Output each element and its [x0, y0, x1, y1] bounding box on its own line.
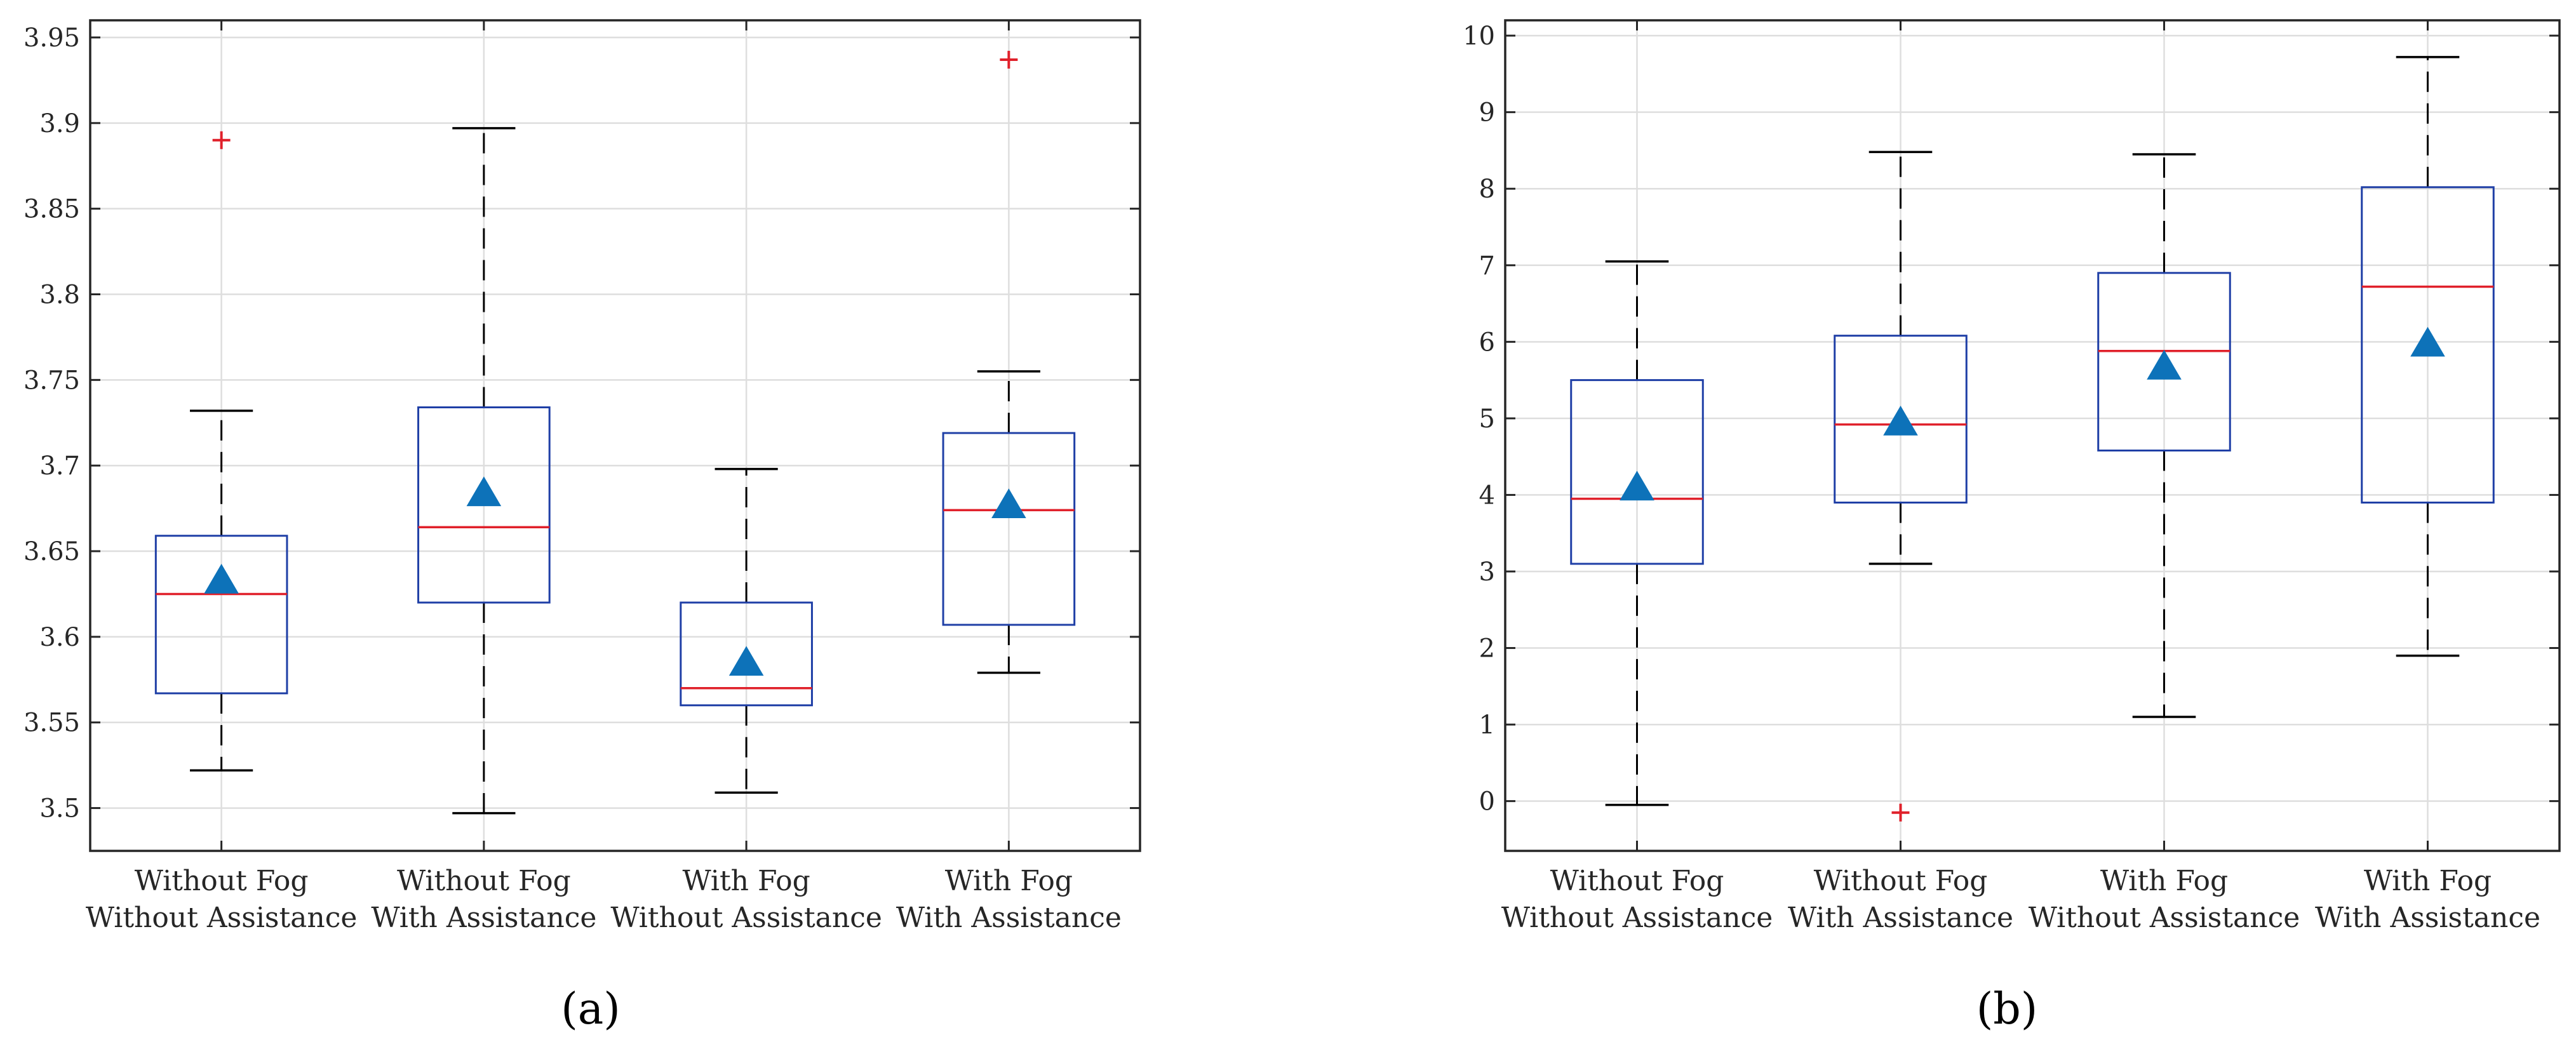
box-group — [942, 51, 1076, 674]
box-group — [2361, 56, 2495, 657]
y-tick-label: 0 — [1479, 787, 1495, 817]
iqr-box — [154, 535, 288, 695]
y-tick-label: 3.95 — [23, 23, 80, 53]
y-tick-label: 3.65 — [23, 537, 80, 566]
iqr-box — [2097, 272, 2231, 452]
mean-marker — [728, 646, 764, 676]
axes-frame — [89, 19, 1141, 852]
x-tick-label: With Fog — [945, 865, 1073, 897]
box-group — [1570, 260, 1704, 806]
x-tick-label: Without Fog — [1814, 865, 1988, 897]
iqr-box — [2361, 186, 2495, 504]
y-tick-label: 3.5 — [39, 794, 80, 824]
mean-marker — [1883, 405, 1918, 436]
x-tick-label: With Fog — [2364, 865, 2492, 897]
mean-marker — [2147, 349, 2182, 380]
iqr-box — [680, 601, 813, 707]
y-tick-label: 10 — [1463, 22, 1495, 51]
box-group — [680, 467, 813, 794]
y-tick-label: 3.8 — [39, 281, 80, 310]
y-tick-label: 3.75 — [23, 366, 80, 395]
axes-frame — [1504, 19, 2561, 852]
box-group — [154, 131, 288, 771]
box-group — [417, 127, 551, 815]
panel-label: (b) — [1976, 984, 2038, 1034]
y-tick-label: 8 — [1479, 175, 1495, 204]
y-tick-label: 7 — [1479, 251, 1495, 281]
x-tick-label: Without Fog — [135, 865, 309, 897]
panel-label: (a) — [561, 984, 621, 1034]
mean-marker — [204, 563, 239, 594]
x-tick-label: With Assistance — [371, 902, 596, 934]
y-tick-label: 3.85 — [23, 195, 80, 224]
outlier-marker — [212, 131, 231, 149]
x-tick-label: With Fog — [2100, 865, 2228, 897]
outlier-marker — [1891, 803, 1910, 822]
outlier-marker — [1000, 51, 1018, 69]
iqr-box — [1570, 379, 1704, 565]
x-tick-label: Without Assistance — [2029, 902, 2300, 934]
y-tick-label: 9 — [1479, 98, 1495, 128]
x-tick-label: Without Fog — [397, 865, 571, 897]
y-tick-label: 4 — [1479, 481, 1495, 510]
y-tick-label: 5 — [1479, 404, 1495, 434]
box-group — [1834, 150, 1968, 822]
y-tick-label: 3.9 — [39, 109, 80, 138]
y-tick-label: 3.7 — [39, 451, 80, 481]
iqr-box — [942, 432, 1076, 626]
x-tick-label: Without Assistance — [610, 902, 882, 934]
x-tick-label: Without Fog — [1550, 865, 1724, 897]
x-tick-label: With Fog — [682, 865, 810, 897]
x-tick-label: Without Assistance — [86, 902, 358, 934]
iqr-box — [1834, 335, 1968, 504]
mean-marker — [466, 476, 502, 507]
x-tick-label: With Assistance — [1788, 902, 2013, 934]
x-tick-label: Without Assistance — [1501, 902, 1773, 934]
box-group — [2097, 153, 2231, 718]
mean-marker — [991, 488, 1026, 519]
y-tick-label: 2 — [1479, 634, 1495, 664]
panel-b: 0 1 2 3 4 5 6 7 8 9 10 Without Fog Without Assistanc… — [1463, 19, 2561, 1034]
x-tick-label: With Assistance — [896, 902, 1122, 934]
panel-a: 3.5 3.55 3.6 3.65 3.7 3.75 3.8 3.85 3.9 3.95 Witho… — [23, 19, 1141, 1034]
x-tick-label: With Assistance — [2315, 902, 2540, 934]
mean-marker — [1620, 471, 1654, 501]
mean-marker — [2410, 326, 2445, 357]
y-tick-label: 3.6 — [39, 623, 80, 652]
y-tick-label: 1 — [1479, 711, 1495, 740]
y-tick-label: 6 — [1479, 328, 1495, 357]
y-tick-label: 3 — [1479, 558, 1495, 587]
y-tick-label: 3.55 — [23, 709, 80, 738]
iqr-box — [417, 406, 551, 604]
